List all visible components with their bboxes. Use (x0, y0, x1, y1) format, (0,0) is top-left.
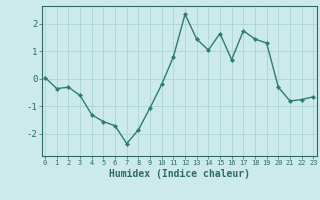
X-axis label: Humidex (Indice chaleur): Humidex (Indice chaleur) (109, 169, 250, 179)
